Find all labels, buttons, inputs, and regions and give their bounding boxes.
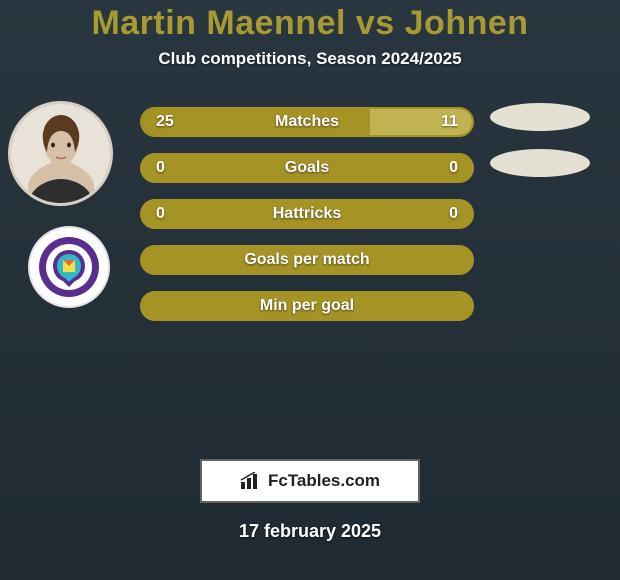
stat-bars: Matches2511Goals00Hattricks00Goals per m… [140,107,474,337]
player-right-placeholder [490,103,590,131]
player-left-club-badge [28,226,110,308]
stat-value-right: 0 [449,155,458,181]
person-icon [18,107,104,203]
stat-bar-mpg: Min per goal [140,291,474,321]
stat-value-left: 0 [156,155,165,181]
player-left-avatar [8,101,113,206]
stat-label: Goals per match [142,251,472,269]
stat-label: Hattricks [142,205,472,223]
stat-value-right: 0 [449,201,458,227]
context-subtitle: Club competitions, Season 2024/2025 [0,49,620,69]
page-title: Martin Maennel vs Johnen [0,4,620,43]
stat-bar-goals: Goals0 0 [140,153,474,183]
player-left-column [8,101,128,308]
club-crest-icon [38,236,100,298]
stat-bar-gpm: Goals per match [140,245,474,275]
brand-text: FcTables.com [268,471,380,491]
player-right-placeholder [490,149,590,177]
stat-label: Matches [142,113,472,131]
comparison-body: Matches2511Goals00Hattricks00Goals per m… [0,107,620,447]
bar-chart-icon [240,472,262,490]
stat-value-left: 0 [156,201,165,227]
stat-bar-matches: Matches25 11 [140,107,474,137]
stat-bar-hattricks: Hattricks0 0 [140,199,474,229]
stat-value-left: 25 [156,109,174,135]
stat-label: Goals [142,159,472,177]
player-right-column [490,103,602,333]
brand-badge[interactable]: FcTables.com [200,459,420,503]
stat-value-right: 11 [441,109,458,135]
stat-label: Min per goal [142,297,472,315]
comparison-card: Martin Maennel vs Johnen Club competitio… [0,0,620,580]
snapshot-date: 17 february 2025 [0,521,620,542]
